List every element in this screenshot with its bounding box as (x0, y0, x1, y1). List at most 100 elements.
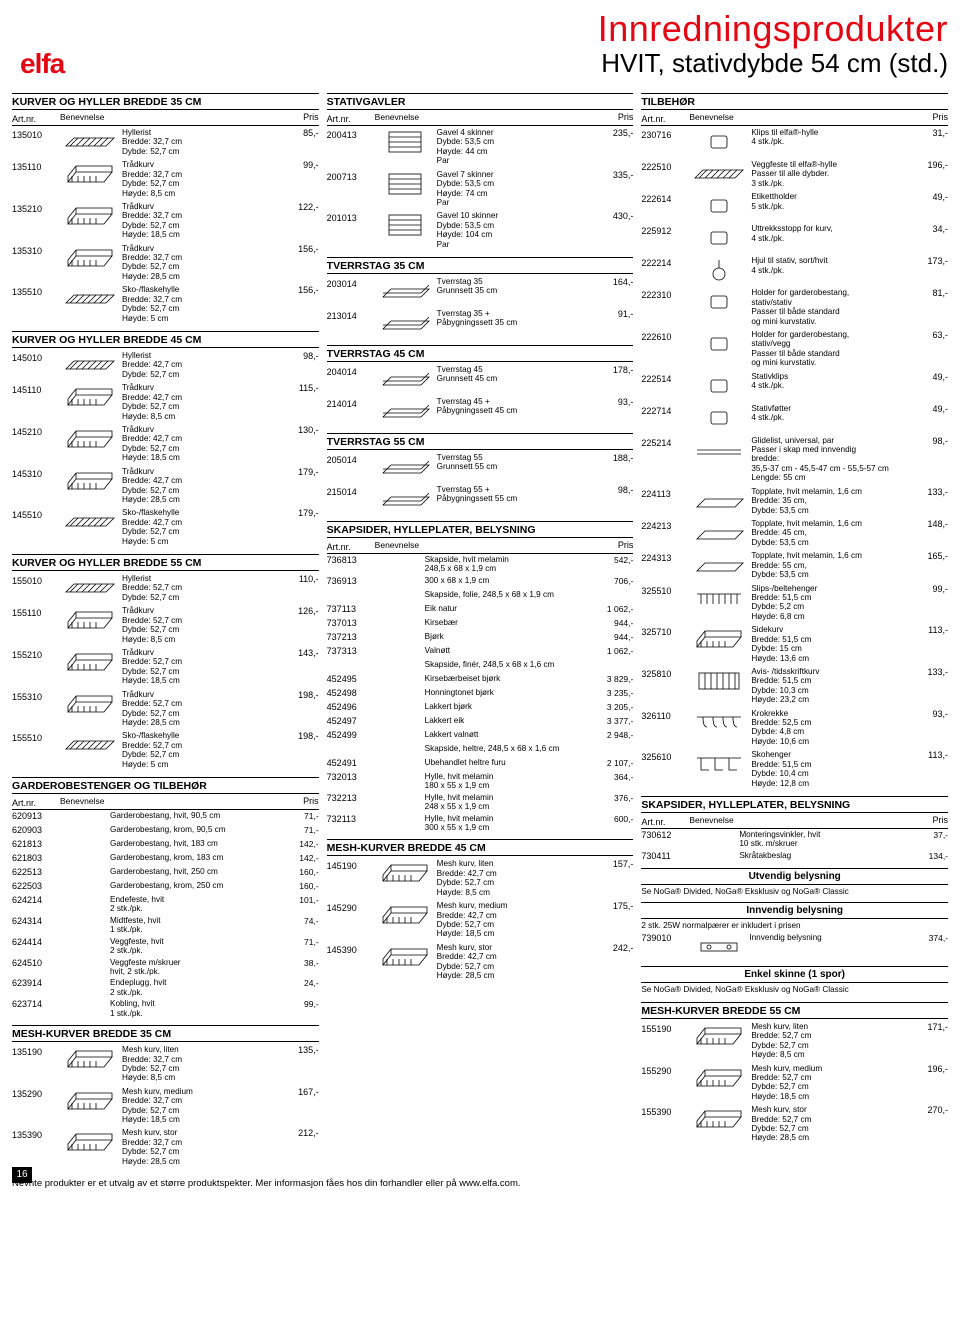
product-row: 452499 Lakkert valnøtt 2 948,- (327, 729, 634, 743)
product-row: 222514 Stativklips4 stk./pk. 49,- (641, 370, 948, 402)
product-price: 2 948,- (593, 730, 633, 740)
product-description: Bjørk (425, 632, 594, 641)
product-price: 188,- (593, 453, 633, 463)
product-icon (689, 330, 751, 358)
product-icon (375, 943, 437, 971)
product-row: 621813 Garderobestang, hvit, 183 cm 142,… (12, 838, 319, 852)
product-icon (689, 1105, 751, 1133)
product-description: TrådkurvBredde: 32,7 cmDybde: 52,7 cmHøy… (122, 202, 279, 240)
product-description: Mesh kurv, litenBredde: 52,7 cmDybde: 52… (751, 1022, 908, 1060)
section-title: KURVER OG HYLLER BREDDE 55 CM (12, 557, 319, 569)
product-icon (689, 288, 751, 316)
product-row: 224113 Topplate, hvit melamin, 1,6 cmBre… (641, 485, 948, 517)
product-row: 622503 Garderobestang, krom, 250 cm 160,… (12, 880, 319, 894)
product-icon (375, 859, 437, 887)
sub-heading: Enkel skinne (1 spor) (641, 966, 948, 983)
product-price: 160,- (279, 881, 319, 891)
product-price: 242,- (593, 943, 633, 953)
column-header: Art.nr. Benevnelse Pris (327, 111, 634, 126)
product-price: 133,- (908, 667, 948, 677)
product-description: Sko-/flaskehylleBredde: 52,7 cmDybde: 52… (122, 731, 279, 769)
product-price: 148,- (908, 519, 948, 529)
product-price: 178,- (593, 365, 633, 375)
product-price: 34,- (908, 224, 948, 234)
header-pris: Pris (593, 112, 633, 124)
product-art-no: 624510 (12, 958, 60, 968)
product-row: 737213 Bjørk 944,- (327, 631, 634, 645)
product-art-no: 737013 (327, 618, 375, 628)
product-icon (60, 351, 122, 379)
product-description: Mesh kurv, litenBredde: 42,7 cmDybde: 52… (437, 859, 594, 897)
product-row: 452498 Honningtonet bjørk 3 235,- (327, 687, 634, 701)
column-header: Art.nr. Benevnelse Pris (12, 795, 319, 810)
product-art-no: 222714 (641, 404, 689, 416)
product-icon (60, 574, 122, 602)
product-description: Tverrstag 45 +Påbygningssett 45 cm (437, 397, 594, 416)
column-header: Art.nr. Benevnelse Pris (12, 111, 319, 126)
product-price: 212,- (279, 1128, 319, 1138)
product-row: 135110 TrådkurvBredde: 32,7 cmDybde: 52,… (12, 158, 319, 200)
product-icon (689, 224, 751, 252)
product-icon (689, 667, 751, 695)
section-header: MESH-KURVER BREDDE 55 CM (641, 1002, 948, 1019)
product-row: 732213 Hylle, hvit melamin248 x 55 x 1,9… (327, 792, 634, 813)
section-header: TILBEHØR (641, 93, 948, 110)
header-pris: Pris (908, 815, 948, 827)
product-icon (689, 1064, 751, 1092)
header-ben: Benevnelse (689, 112, 908, 124)
product-description: Holder for garderobestang,stativ/veggPas… (751, 330, 908, 368)
product-description: HylleristBredde: 52,7 cmDybde: 52,7 cm (122, 574, 279, 602)
product-description: HylleristBredde: 42,7 cmDybde: 52,7 cm (122, 351, 279, 379)
product-price: 49,- (908, 372, 948, 382)
product-price: 31,- (908, 128, 948, 138)
product-price: 71,- (279, 811, 319, 821)
product-icon (689, 436, 751, 464)
product-art-no: 624414 (12, 937, 60, 947)
product-art-no: 135390 (12, 1128, 60, 1140)
product-description: Mesh kurv, storBredde: 42,7 cmDybde: 52,… (437, 943, 594, 981)
product-row: 222310 Holder for garderobestang,stativ/… (641, 286, 948, 328)
column-2: STATIVGAVLER Art.nr. Benevnelse Pris 200… (327, 87, 634, 1168)
product-description: Garderobestang, krom, 183 cm (110, 853, 279, 862)
product-description: Hjul til stativ, sort/hvit4 stk./pk. (751, 256, 908, 275)
product-price: 99,- (908, 584, 948, 594)
product-description: Mesh kurv, mediumBredde: 42,7 cmDybde: 5… (437, 901, 594, 939)
product-description: Garderobestang, krom, 90,5 cm (110, 825, 279, 834)
product-art-no: 145210 (12, 425, 60, 437)
section-header: TVERRSTAG 55 CM (327, 433, 634, 450)
product-art-no: 205014 (327, 453, 375, 465)
column-3: TILBEHØR Art.nr. Benevnelse Pris 230716 … (641, 87, 948, 1168)
product-price: 171,- (908, 1022, 948, 1032)
product-art-no: 739010 (641, 933, 689, 943)
product-description: Monteringsvinkler, hvit10 stk. m/skruer (739, 830, 908, 849)
product-description: TrådkurvBredde: 32,7 cmDybde: 52,7 cmHøy… (122, 160, 279, 198)
product-description: Garderobestang, hvit, 90,5 cm (110, 811, 279, 820)
product-price: 71,- (279, 937, 319, 947)
product-icon (375, 901, 437, 929)
product-row: 214014 Tverrstag 45 +Påbygningssett 45 c… (327, 395, 634, 427)
product-icon (60, 285, 122, 313)
product-price: 160,- (279, 867, 319, 877)
section-title: TVERRSTAG 35 CM (327, 260, 634, 272)
product-row: 624414 Veggfeste, hvit2 stk./pk. 71,- (12, 936, 319, 957)
product-icon (689, 404, 751, 432)
product-art-no: 737213 (327, 632, 375, 642)
product-icon (60, 425, 122, 453)
product-price: 98,- (279, 351, 319, 361)
product-icon (689, 750, 751, 778)
product-price: 542,- (593, 555, 633, 565)
product-price: 142,- (279, 839, 319, 849)
product-icon (689, 192, 751, 220)
column-header: Art.nr. Benevnelse Pris (327, 539, 634, 554)
product-price: 3 235,- (593, 688, 633, 698)
product-row: 222714 Stativføtter4 stk./pk. 49,- (641, 402, 948, 434)
product-price: 37,- (908, 830, 948, 840)
product-price: 165,- (908, 551, 948, 561)
product-icon (60, 160, 122, 188)
product-row: 737313 Valnøtt 1 062,- (327, 645, 634, 659)
product-row: 155390 Mesh kurv, storBredde: 52,7 cmDyb… (641, 1103, 948, 1145)
product-description: Garderobestang, hvit, 250 cm (110, 867, 279, 876)
product-description: Holder for garderobestang,stativ/stativP… (751, 288, 908, 326)
product-icon (60, 606, 122, 634)
product-row: 452497 Lakkert eik 3 377,- (327, 715, 634, 729)
